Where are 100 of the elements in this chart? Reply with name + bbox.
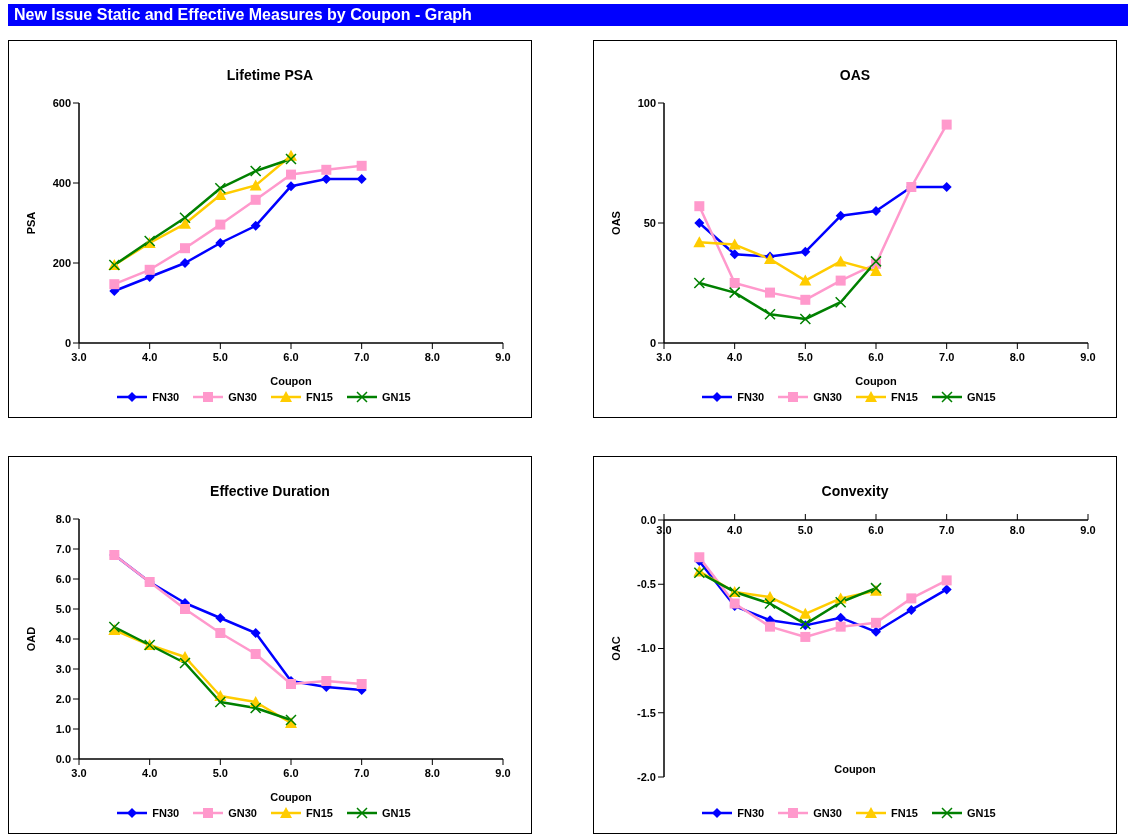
y-tick-label: 0 [64,336,71,349]
point [765,621,775,632]
y-axis-title: OAC [609,636,622,661]
point [871,626,881,637]
point [941,575,952,586]
point [249,702,262,714]
x-tick-label: 4.0 [142,767,158,779]
x-tick-label: 3.0 [656,351,672,363]
x-tick-label: 6.0 [868,351,884,363]
chart-title: Effective Duration [209,483,331,499]
point [356,679,367,689]
point [800,294,811,305]
point [799,274,812,286]
y-tick-label: 7.0 [55,542,71,555]
y-tick-label: 600 [52,96,71,109]
legend-label: FN15 [305,807,333,819]
point [215,613,226,623]
y-tick-label: 0.0 [640,513,656,526]
point [765,287,775,298]
y-axis-title: OAD [24,626,37,652]
x-tick-label: 4.0 [727,524,743,536]
x-tick-label: 5.0 [212,351,228,363]
x-tick-label: 3.0 [71,351,87,363]
point [215,219,226,230]
point [286,169,296,180]
x-tick-label: 5.0 [797,524,813,536]
point [764,597,776,610]
point [728,286,741,299]
x-tick-label: 5.0 [212,767,228,779]
x-axis-title: Coupon [834,763,876,775]
point [729,278,740,288]
legend-label: FN30 [151,807,180,819]
y-tick-label: 8.0 [55,512,71,525]
x-tick-label: 6.0 [283,767,299,779]
legend-label: GN30 [227,391,257,403]
y-tick-label: -1.5 [637,706,656,719]
point [286,181,296,192]
point [693,277,706,289]
y-tick-label: -1.0 [637,642,656,655]
chart-title: Convexity [820,483,890,499]
chart-title: Lifetime PSA [225,67,315,83]
point [799,607,812,619]
point [835,275,846,286]
point [321,676,332,686]
x-tick-label: 4.0 [142,351,158,363]
legend-label: GN15 [380,807,411,819]
point [694,201,705,212]
legend-label: FN30 [736,391,765,403]
y-tick-label: 4.0 [55,632,71,645]
x-tick-label: 8.0 [1009,351,1025,363]
point [694,218,705,228]
point [835,621,846,632]
x-tick-label: 7.0 [354,351,370,363]
y-tick-label: -0.5 [637,578,656,591]
x-tick-label: 4.0 [727,351,743,363]
point [249,165,262,177]
point [249,179,262,191]
y-tick-label: 400 [52,176,71,189]
x-axis-title: Coupon [855,375,898,387]
legend-label: GN30 [812,807,842,819]
point [764,308,776,320]
y-tick-label: 2.0 [55,692,71,705]
y-tick-label: 0.0 [55,752,71,765]
point [871,617,881,628]
x-tick-label: 3.0 [71,767,87,779]
x-tick-label: 7.0 [354,767,370,779]
point [834,596,847,608]
point [728,238,741,250]
point [906,604,917,615]
x-axis-title: Coupon [270,791,313,803]
point [250,628,261,638]
x-tick-label: 7.0 [939,351,955,363]
point [693,236,706,248]
y-tick-label: 3.0 [55,662,71,675]
point [906,593,917,604]
point [835,612,846,623]
legend-label: GN15 [380,391,411,403]
y-tick-label: 5.0 [55,602,71,615]
x-tick-label: 6.0 [868,524,884,536]
point [250,220,261,231]
point [834,296,847,308]
point [941,584,952,595]
point [834,255,847,267]
chart-title: OAS [838,67,872,83]
x-tick-label: 9.0 [495,351,511,363]
point [179,657,191,669]
legend-label: GN15 [965,807,996,819]
y-tick-label: 0 [649,336,656,349]
point [800,246,811,257]
x-tick-label: 9.0 [1080,524,1096,536]
point [144,264,155,275]
point [870,265,882,276]
point [250,649,261,659]
point [215,238,226,248]
point [214,696,227,708]
point [321,174,332,184]
x-axis-title: Coupon [270,375,313,387]
y-axis-title: OAS [609,211,622,235]
point [214,189,227,200]
x-tick-label: 6.0 [283,351,299,363]
